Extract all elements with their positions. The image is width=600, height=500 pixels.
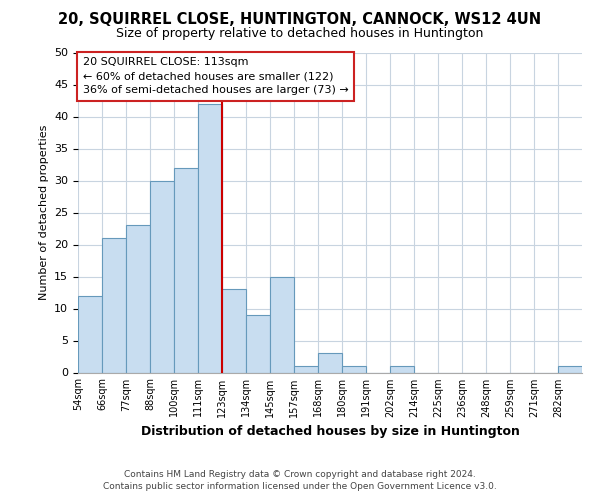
Bar	[342, 366, 366, 372]
Y-axis label: Number of detached properties: Number of detached properties	[38, 125, 49, 300]
Bar	[558, 366, 582, 372]
Text: 20 SQUIRREL CLOSE: 113sqm
← 60% of detached houses are smaller (122)
36% of semi: 20 SQUIRREL CLOSE: 113sqm ← 60% of detac…	[83, 58, 349, 96]
X-axis label: Distribution of detached houses by size in Huntington: Distribution of detached houses by size …	[140, 425, 520, 438]
Bar	[102, 238, 126, 372]
Bar	[126, 226, 150, 372]
Bar	[318, 354, 342, 372]
Bar	[270, 276, 294, 372]
Text: 20, SQUIRREL CLOSE, HUNTINGTON, CANNOCK, WS12 4UN: 20, SQUIRREL CLOSE, HUNTINGTON, CANNOCK,…	[58, 12, 542, 28]
Bar	[78, 296, 102, 372]
Text: Size of property relative to detached houses in Huntington: Size of property relative to detached ho…	[116, 28, 484, 40]
Bar	[294, 366, 318, 372]
Bar	[222, 290, 246, 372]
Bar	[198, 104, 222, 372]
Bar	[174, 168, 198, 372]
Bar	[246, 315, 270, 372]
Bar	[150, 180, 174, 372]
Bar	[390, 366, 414, 372]
Text: Contains HM Land Registry data © Crown copyright and database right 2024.
Contai: Contains HM Land Registry data © Crown c…	[103, 470, 497, 491]
